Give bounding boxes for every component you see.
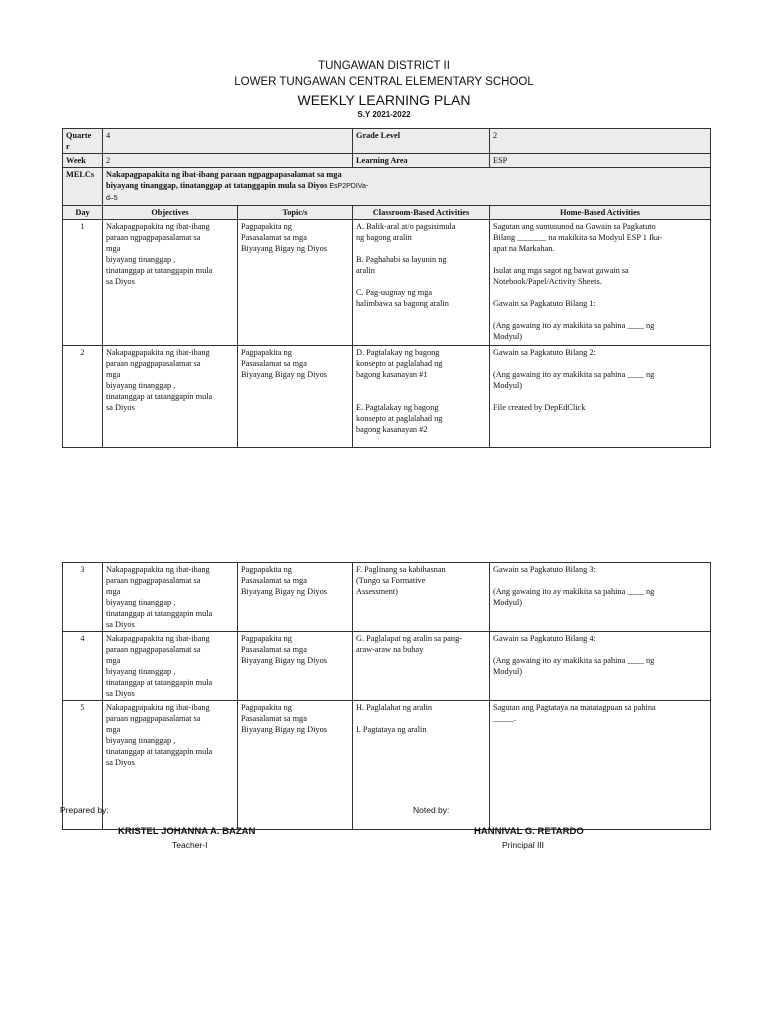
cell-classroom: D. Pagtalakay ng bagong konsepto at pagl… [352, 345, 490, 448]
cell-classroom: F. Paglinang sa kabihasnan (Tungo sa For… [352, 562, 490, 632]
melcs-text: Nakapagpapakita ng ibat-ibang paraan ngp… [106, 170, 342, 190]
cell-objectives: Nakapagpapakita ng ibat-ibang paraan ngp… [102, 700, 238, 830]
cell-day: 3 [62, 562, 103, 632]
week-value: 2 [102, 153, 353, 168]
learning-area-value: ESP [489, 153, 711, 168]
cell-home: Gawain sa Pagkatuto Bilang 4: (Ang gawai… [489, 631, 711, 701]
quarter-value: 4 [102, 128, 353, 154]
grade-level-label: Grade Level [352, 128, 490, 154]
cell-topic: Pagpapakita ng Pasasalamat sa mga Biyaya… [237, 345, 353, 448]
col-topics: Topic/s [237, 205, 353, 220]
cell-classroom: H. Paglalahat ng aralin I. Pagtataya ng … [352, 700, 490, 830]
col-classroom: Classroom-Based Activities [352, 205, 490, 220]
prepared-by-title: Teacher-I [172, 840, 208, 850]
cell-objectives: Nakapagpapakita ng ibat-ibang paraan ngp… [102, 562, 238, 632]
melcs-value: Nakapagpapakita ng ibat-ibang paraan ngp… [102, 167, 711, 206]
cell-day: 1 [62, 219, 103, 346]
cell-home: Gawain sa Pagkatuto Bilang 2: (Ang gawai… [489, 345, 711, 448]
prepared-by-name: KRISTEL JOHANNA A. BAZAN [118, 826, 256, 837]
col-objectives: Objectives [102, 205, 238, 220]
cell-day: 5 [62, 700, 103, 830]
melcs-label: MELCs [62, 167, 103, 206]
school-name: LOWER TUNGAWAN CENTRAL ELEMENTARY SCHOOL [234, 76, 534, 88]
cell-topic: Pagpapakita ng Pasasalamat sa mga Biyaya… [237, 562, 353, 632]
table-row: 5 Nakapagpapakita ng ibat-ibang paraan ng… [62, 700, 711, 830]
cell-objectives: Nakapagpapakita ng ibat-ibang paraan ngp… [102, 345, 238, 448]
col-day: Day [62, 205, 103, 220]
noted-by-name: HANNIVAL G. RETARDO [474, 826, 584, 837]
cell-objectives: Nakapagpapakita ng ibat-ibang paraan ngp… [102, 219, 238, 346]
cell-topic: Pagpapakita ng Pasasalamat sa mga Biyaya… [237, 219, 353, 346]
table-row: 1 Nakapagpapakita ng ibat-ibang paraan ng… [62, 219, 711, 346]
table-row: 2 Nakapagpapakita ng ibat-ibang paraan ng… [62, 345, 711, 448]
cell-home: Gawain sa Pagkatuto Bilang 3: (Ang gawai… [489, 562, 711, 632]
cell-topic: Pagpapakita ng Pasasalamat sa mga Biyaya… [237, 631, 353, 701]
cell-objectives: Nakapagpapakita ng ibat-ibang paraan ngp… [102, 631, 238, 701]
school-year: S.Y 2021-2022 [357, 110, 411, 119]
district-name: TUNGAWAN DISTRICT II [318, 60, 450, 72]
grade-level-value: 2 [489, 128, 711, 154]
table-row: 3 Nakapagpapakita ng ibat-ibang paraan ng… [62, 562, 711, 632]
cell-home: Sagutan ang sumusunod na Gawain sa Pagka… [489, 219, 711, 346]
cell-classroom: A. Balik-aral at/o pagsisimula ng bagong… [352, 219, 490, 346]
table-row: 4 Nakapagpapakita ng ibat-ibang paraan ng… [62, 631, 711, 701]
cell-day: 2 [62, 345, 103, 448]
quarter-label: Quarte r [62, 128, 103, 154]
prepared-by-label: Prepared by: [60, 805, 109, 815]
column-headers: Day Objectives Topic/s Classroom-Based A… [62, 205, 711, 220]
learning-area-label: Learning Area [352, 153, 490, 168]
cell-day: 4 [62, 631, 103, 701]
noted-by-title: Principal III [502, 840, 545, 850]
col-home: Home-Based Activities [489, 205, 711, 220]
cell-topic: Pagpapakita ng Pasasalamat sa mga Biyaya… [237, 700, 353, 830]
melcs-code: EsP2PDIVa- d–5 [106, 183, 369, 202]
noted-by-label: Noted by: [413, 805, 450, 815]
document-title: WEEKLY LEARNING PLAN [297, 92, 471, 108]
cell-home: Sagutan ang Pagtataya na matatagpuan sa … [489, 700, 711, 830]
weekly-plan-table-part2: 3 Nakapagpapakita ng ibat-ibang paraan ng… [62, 562, 711, 830]
weekly-plan-table-part1: Quarte r 4 Grade Level 2 Week 2 Learning… [62, 128, 711, 448]
week-label: Week [62, 153, 103, 168]
cell-classroom: G. Paglalapat ng aralin sa pang- araw-ar… [352, 631, 490, 701]
